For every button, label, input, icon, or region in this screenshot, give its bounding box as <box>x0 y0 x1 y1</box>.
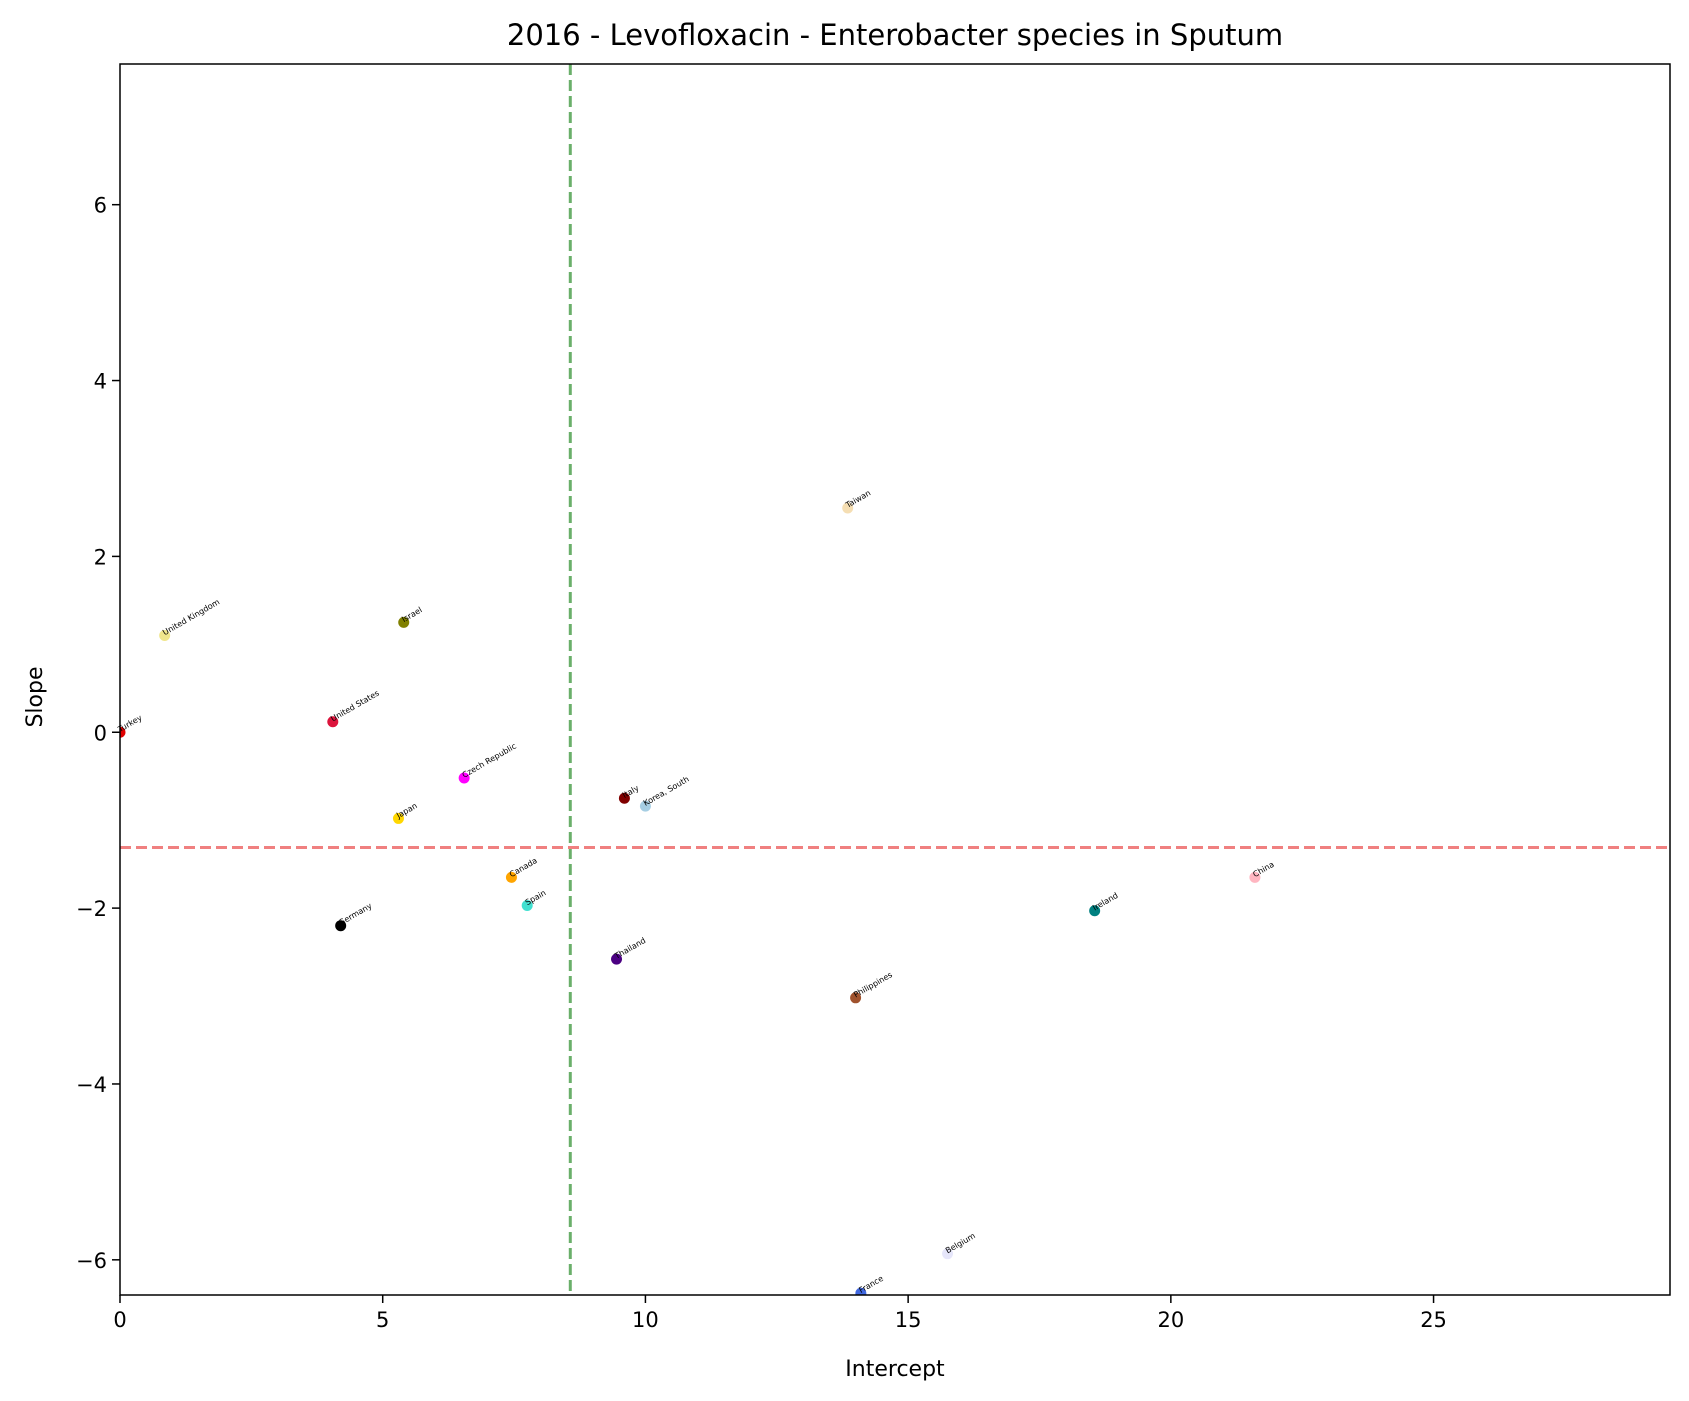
data-point <box>842 502 854 514</box>
x-tick-label: 25 <box>1420 1308 1447 1332</box>
y-tick-label: 4 <box>94 370 107 394</box>
data-point <box>942 1248 954 1260</box>
y-axis-label: Slope <box>23 666 48 727</box>
data-point <box>120 726 126 738</box>
data-layer <box>120 64 1670 1295</box>
x-axis-label: Intercept <box>845 1357 945 1382</box>
data-point <box>159 630 171 642</box>
data-point <box>855 1287 867 1295</box>
data-point <box>850 992 862 1004</box>
y-tick-label: −6 <box>76 1249 107 1273</box>
y-tick-label: −4 <box>76 1073 107 1097</box>
data-point <box>327 716 339 728</box>
axes-frame <box>119 63 1671 1296</box>
y-tick-label: −2 <box>76 897 107 921</box>
data-point <box>611 953 623 965</box>
data-point <box>392 812 404 824</box>
data-point <box>639 800 651 812</box>
data-point <box>521 899 533 911</box>
y-tick-label: 2 <box>94 545 107 569</box>
x-tick-label: 20 <box>1157 1308 1184 1332</box>
data-point <box>1089 905 1101 917</box>
data-point <box>335 920 347 932</box>
data-point <box>398 616 410 628</box>
y-tick-label: 6 <box>94 194 107 218</box>
x-tick-label: 5 <box>376 1308 389 1332</box>
x-tick-label: 15 <box>895 1308 922 1332</box>
data-point <box>505 871 517 883</box>
x-tick-label: 10 <box>632 1308 659 1332</box>
data-point <box>618 792 630 804</box>
x-tick-label: 0 <box>113 1308 126 1332</box>
y-tick-label: 0 <box>94 721 107 745</box>
data-point <box>1249 871 1261 883</box>
data-point <box>458 772 470 784</box>
chart-title: 2016 - Levofloxacin - Enterobacter speci… <box>507 18 1283 52</box>
